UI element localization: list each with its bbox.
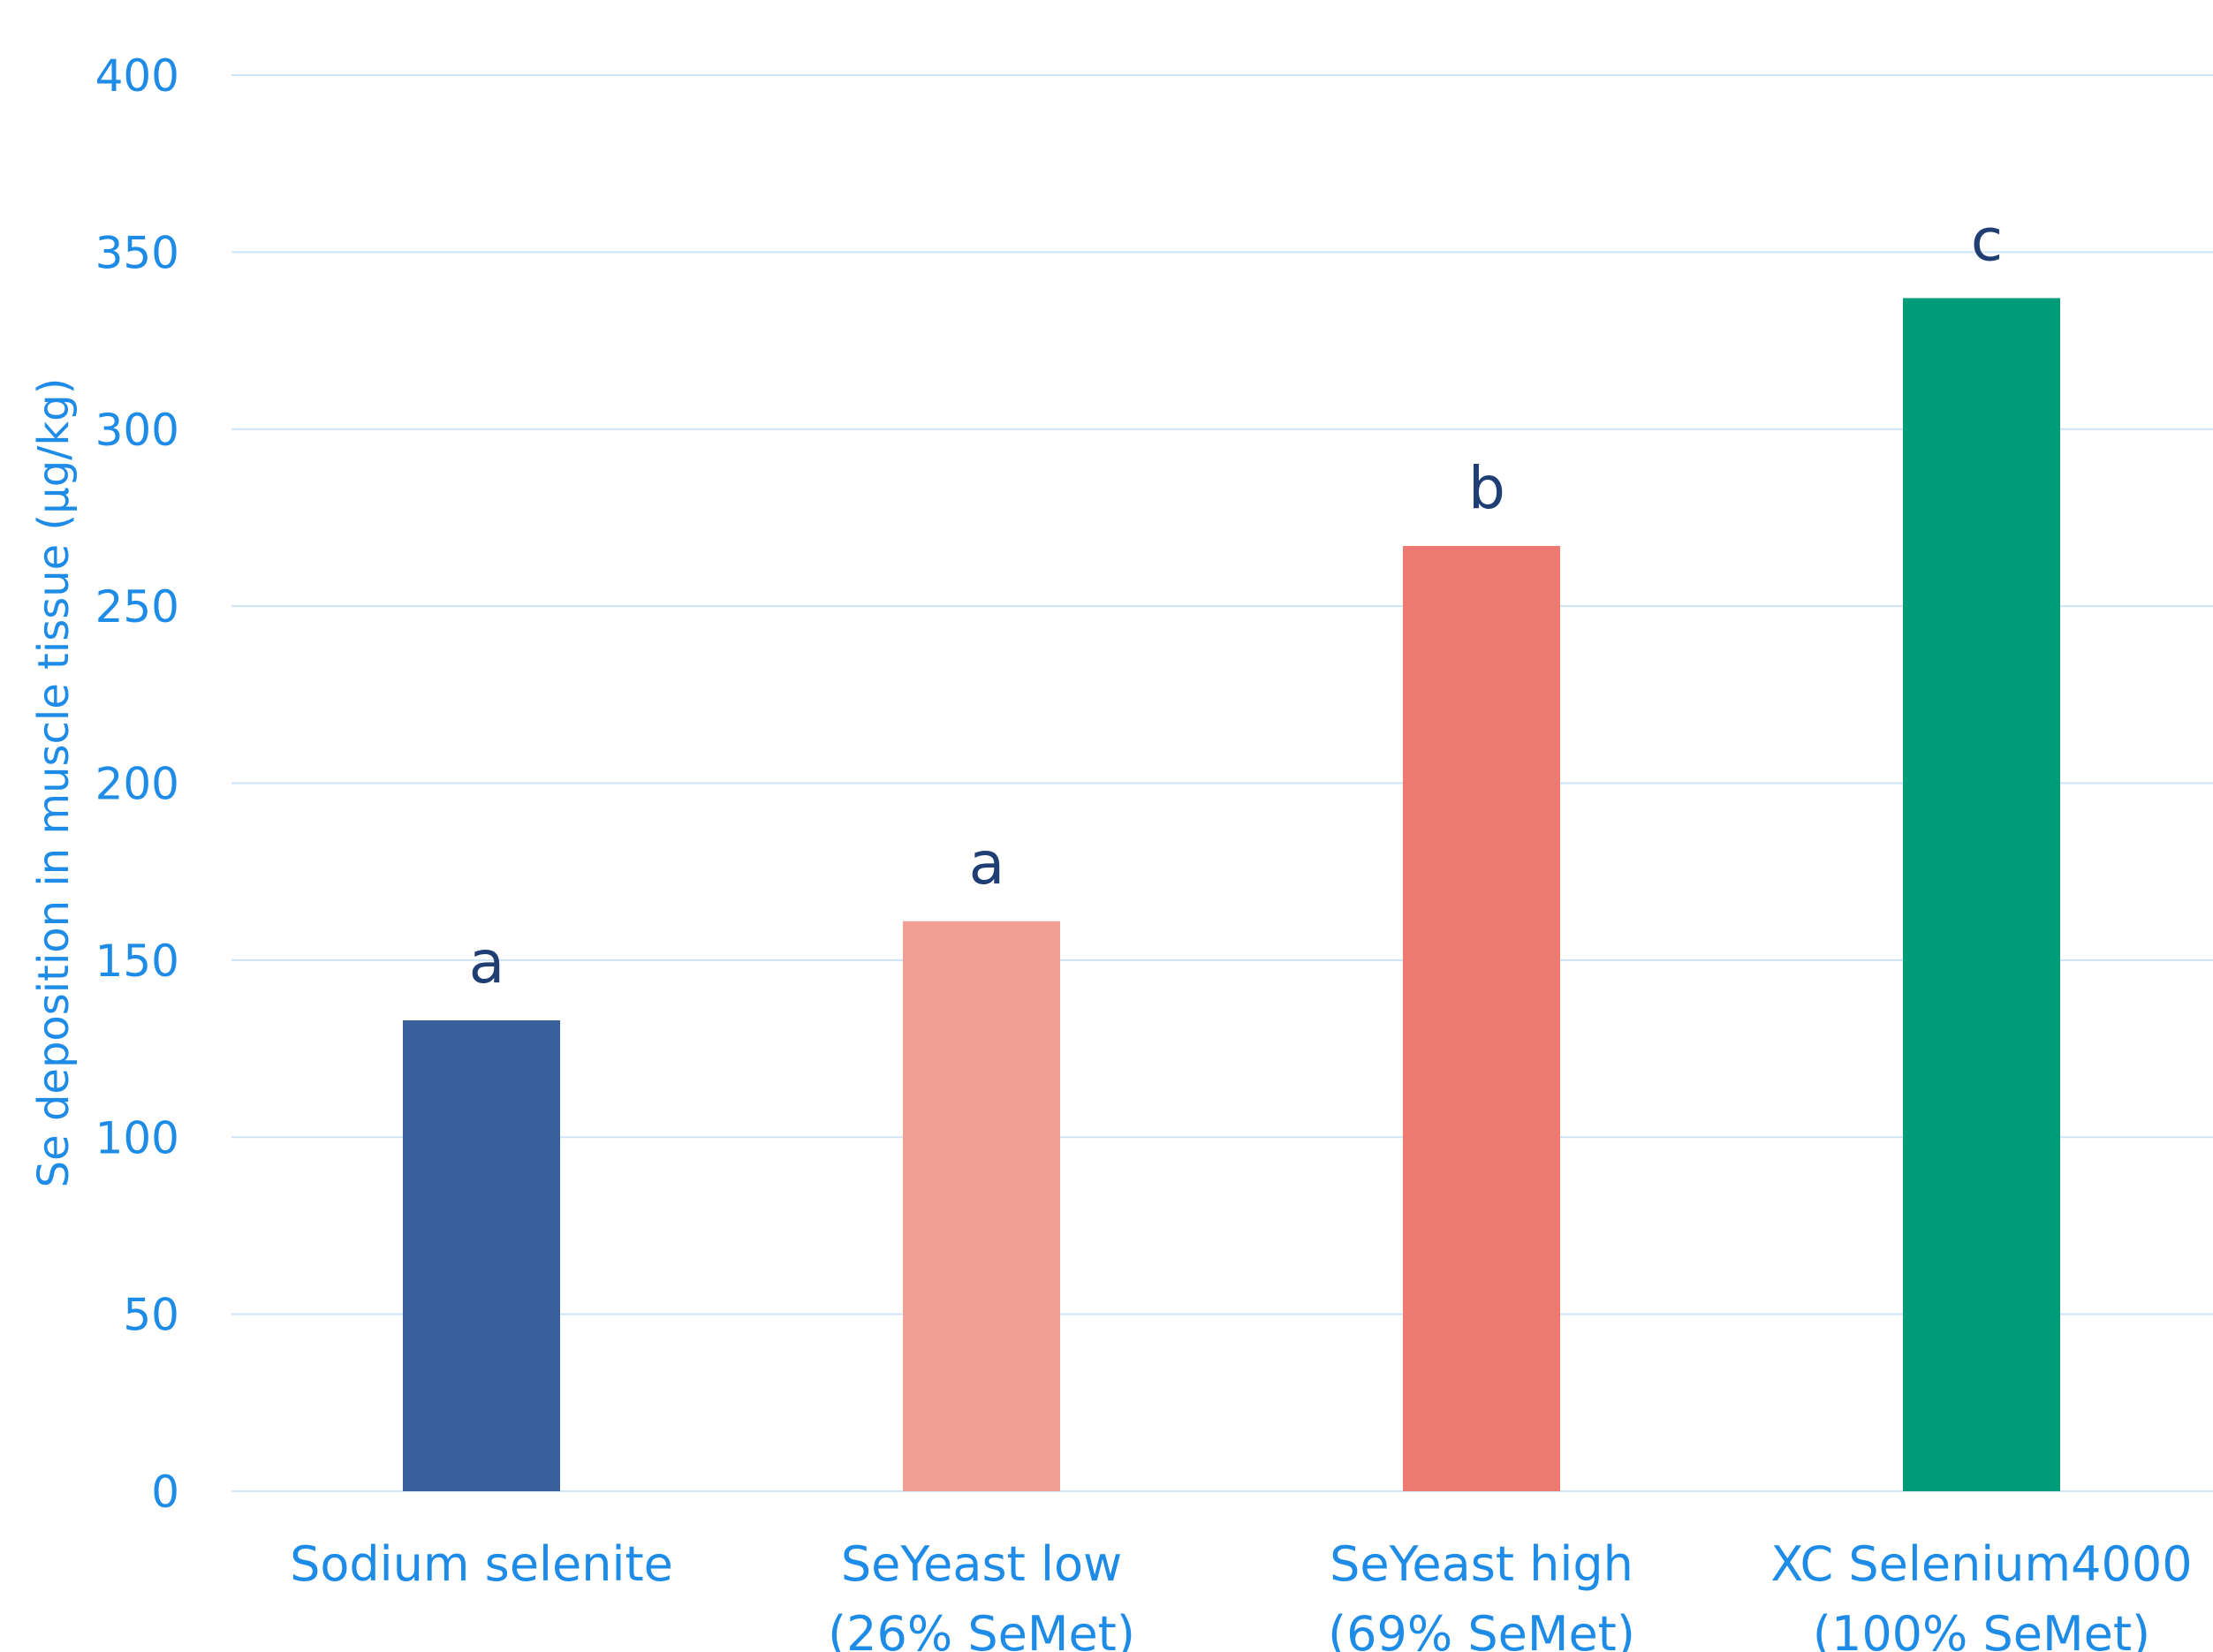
y-axis-tick-labels: 0 50 100 150 200 250 300 350 400: [95, 50, 179, 1518]
y-tick-label: 300: [95, 405, 179, 456]
x-tick-label: SeYeast low: [841, 1536, 1122, 1592]
y-tick-label: 200: [95, 759, 179, 810]
significance-label: b: [1468, 454, 1505, 522]
bar: [1403, 545, 1560, 1491]
y-tick-label: 50: [123, 1290, 179, 1341]
x-tick-label: (100% SeMet): [1813, 1606, 2150, 1652]
x-tick-label: (26% SeMet): [828, 1606, 1135, 1652]
y-tick-label: 350: [95, 227, 179, 278]
significance-label: a: [469, 928, 504, 997]
bars: [403, 298, 2060, 1491]
x-tick-label: SeYeast high: [1330, 1536, 1633, 1592]
bar: [1903, 298, 2060, 1491]
y-axis-title: Se deposition in muscle tissue (µg/kg): [29, 378, 79, 1188]
y-tick-label: 100: [95, 1112, 179, 1163]
significance-labels: a a b c: [469, 206, 2003, 997]
bar: [403, 1020, 560, 1491]
y-tick-label: 400: [95, 50, 179, 102]
significance-label: c: [1971, 206, 2003, 274]
bar: [903, 921, 1060, 1491]
y-tick-label: 0: [151, 1466, 179, 1518]
y-tick-label: 250: [95, 581, 179, 633]
x-tick-label: Sodium selenite: [290, 1536, 673, 1592]
x-axis-category-labels: Sodium selenite SeYeast low (26% SeMet) SeY…: [290, 1536, 2192, 1652]
x-tick-label: (69% SeMet): [1328, 1606, 1635, 1652]
y-tick-label: 150: [95, 936, 179, 987]
significance-label: a: [969, 830, 1004, 898]
x-tick-label: XC Selenium4000: [1770, 1536, 2192, 1592]
gridlines: [231, 74, 2213, 1492]
